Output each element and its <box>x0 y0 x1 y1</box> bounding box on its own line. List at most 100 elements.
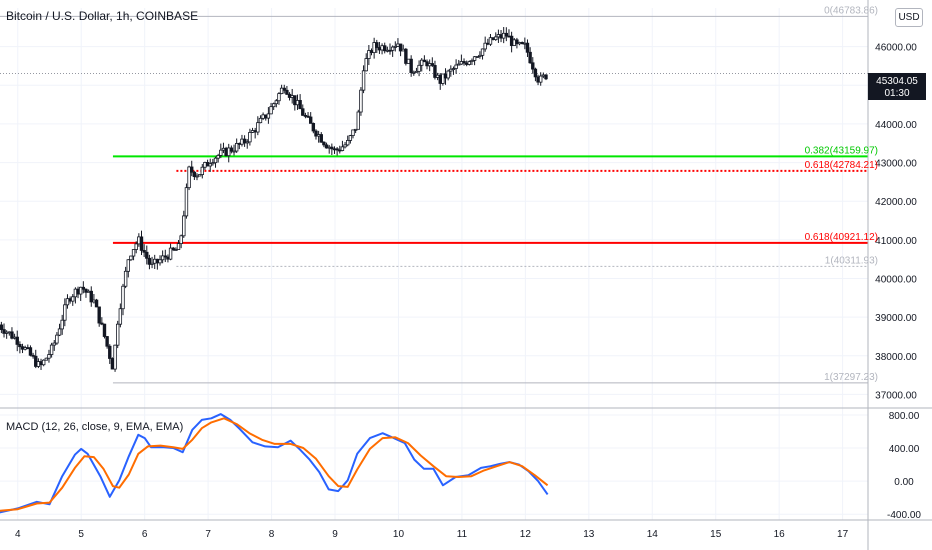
price-tick-label: 46000.00 <box>875 43 917 54</box>
candle-body <box>28 347 33 356</box>
price-axis[interactable]: 37000.00 38000.00 39000.00 40000.00 41000.00… <box>875 43 917 402</box>
candle-body <box>298 100 302 110</box>
candle-body <box>412 71 416 74</box>
time-tick-label: 7 <box>205 529 211 540</box>
candle-body <box>509 35 514 46</box>
macd-axis[interactable]: -400.00 0.00 400.00 800.00 <box>887 411 921 521</box>
candle-body <box>478 54 482 57</box>
symbol-title: Bitcoin / U.S. Dollar, 1h, COINBASE <box>6 9 199 23</box>
macd-tick-label: 0.00 <box>894 477 914 488</box>
candle-body <box>356 111 360 130</box>
candle-body <box>486 42 490 45</box>
candle-body <box>496 34 501 38</box>
time-axis[interactable]: 4 5 6 7 8 9 10 11 12 13 14 15 16 17 <box>15 529 849 540</box>
candle-body <box>150 262 154 265</box>
candle-body <box>0 324 4 330</box>
price-tick-label: 42000.00 <box>875 197 917 208</box>
time-tick-label: 12 <box>520 529 532 540</box>
candle-body <box>234 143 239 152</box>
candle-body <box>517 42 522 45</box>
candle-body <box>483 42 487 50</box>
candle-body <box>81 286 86 290</box>
candle-body <box>449 68 453 72</box>
currency-button[interactable]: USD <box>895 8 923 27</box>
candle-body <box>39 361 43 366</box>
candle-body <box>258 117 263 124</box>
candle-body <box>113 344 117 370</box>
candle-body <box>533 68 538 78</box>
candle-body <box>203 162 207 168</box>
time-tick-label: 6 <box>142 529 148 540</box>
macd-series-line <box>0 417 549 512</box>
candle-body <box>380 45 384 51</box>
candle-body <box>430 63 435 66</box>
candle-body <box>219 149 223 156</box>
candle-body <box>338 149 342 152</box>
candle-body <box>523 42 527 45</box>
candle-body <box>536 76 540 83</box>
candle-body <box>512 39 516 46</box>
candle-body <box>155 258 160 264</box>
candle-body <box>348 135 353 141</box>
candle-body <box>311 122 316 132</box>
candle-body <box>335 148 339 151</box>
candle-body <box>367 50 371 59</box>
candle-body <box>76 288 80 295</box>
candle-body <box>60 319 64 330</box>
price-tick-label: 37000.00 <box>875 390 917 401</box>
candle-body <box>15 336 19 345</box>
candle-body <box>245 141 249 144</box>
candle-body <box>110 358 115 370</box>
candle-body <box>256 122 260 133</box>
candle-body <box>488 37 493 45</box>
candle-body <box>528 51 532 64</box>
candle-body <box>78 286 83 295</box>
macd-title: MACD (12, 26, close, 9, EMA, EMA) <box>6 421 184 433</box>
candle-body <box>237 143 242 145</box>
candle-body <box>504 32 509 37</box>
candle-body <box>190 166 194 173</box>
candle-body <box>31 354 35 357</box>
fib-level-label: 0.618(42784.21) <box>805 160 878 171</box>
macd-series <box>0 413 549 514</box>
candle-body <box>163 255 167 258</box>
candle-body <box>52 342 56 346</box>
candle-body <box>372 42 376 53</box>
candle-body <box>264 114 268 119</box>
candle-body <box>168 247 173 260</box>
candle-body <box>49 344 54 355</box>
macd-tick-label: -400.00 <box>887 510 921 521</box>
candle-body <box>63 304 67 321</box>
fib-level-label: 0(46783.86) <box>824 5 878 16</box>
candle-body <box>351 129 355 136</box>
candle-body <box>129 255 133 261</box>
grid-lines <box>0 8 868 520</box>
candle-body <box>102 323 107 337</box>
candle-body <box>213 157 218 164</box>
candle-body <box>65 298 70 306</box>
candle-body <box>316 134 321 137</box>
candle-body <box>346 140 350 146</box>
macd-tick-label: 800.00 <box>889 411 920 422</box>
candle-body <box>166 256 170 260</box>
candle-body <box>184 187 189 217</box>
candle-body <box>216 155 220 159</box>
candle-body <box>36 361 41 367</box>
candle-body <box>205 162 210 167</box>
candle-body <box>118 308 123 325</box>
candle-body <box>369 50 374 53</box>
candle-body <box>401 48 405 52</box>
candle-body <box>308 116 313 124</box>
candle-body <box>340 146 345 151</box>
candle-body <box>396 43 400 47</box>
candle-body <box>398 43 403 52</box>
candle-body <box>171 247 175 251</box>
candle-body <box>44 357 49 361</box>
candle-body <box>499 34 503 39</box>
candle-body <box>221 147 226 151</box>
candle-body <box>501 32 506 39</box>
candle-body <box>192 171 197 178</box>
candle-body <box>20 346 25 350</box>
candle-body <box>84 288 88 293</box>
